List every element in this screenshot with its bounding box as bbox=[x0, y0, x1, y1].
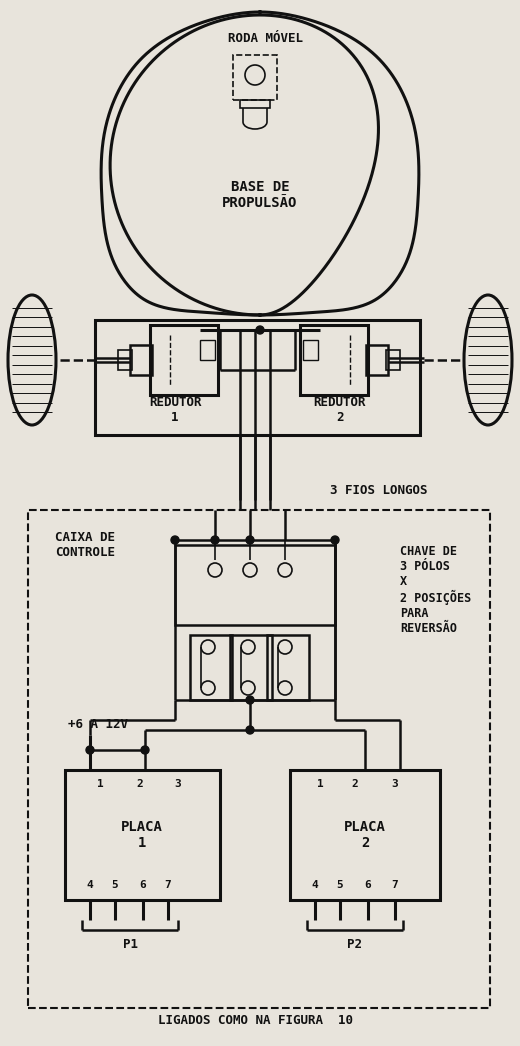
Text: 4: 4 bbox=[311, 880, 318, 890]
Text: PLACA
1: PLACA 1 bbox=[121, 820, 163, 850]
Bar bbox=[303, 340, 318, 360]
Bar bbox=[200, 340, 215, 360]
Circle shape bbox=[141, 746, 149, 754]
Bar bbox=[150, 325, 218, 395]
Bar bbox=[267, 635, 309, 700]
Bar bbox=[230, 635, 272, 700]
Text: REDUTOR
1: REDUTOR 1 bbox=[149, 396, 201, 424]
Text: BASE DE
PROPULSÃO: BASE DE PROPULSÃO bbox=[223, 180, 297, 210]
Text: 7: 7 bbox=[392, 880, 398, 890]
Circle shape bbox=[86, 746, 94, 754]
Text: REDUTOR
2: REDUTOR 2 bbox=[314, 396, 366, 424]
Circle shape bbox=[171, 536, 179, 544]
Text: +6 A 12V: +6 A 12V bbox=[68, 719, 128, 731]
Bar bbox=[130, 345, 152, 376]
Text: 5: 5 bbox=[112, 880, 119, 890]
Text: 7: 7 bbox=[165, 880, 172, 890]
Bar bbox=[65, 770, 220, 900]
Text: 2: 2 bbox=[137, 779, 144, 789]
Circle shape bbox=[256, 326, 264, 334]
Bar bbox=[233, 55, 277, 100]
Text: 4: 4 bbox=[87, 880, 94, 890]
Text: 6: 6 bbox=[140, 880, 146, 890]
Bar bbox=[290, 770, 440, 900]
Text: CHAVE DE
3 PÓLOS
X
2 POSIÇÕES
PARA
REVERSÃO: CHAVE DE 3 PÓLOS X 2 POSIÇÕES PARA REVER… bbox=[400, 545, 471, 635]
Circle shape bbox=[246, 696, 254, 704]
Circle shape bbox=[211, 536, 219, 544]
Circle shape bbox=[246, 726, 254, 734]
Text: 2: 2 bbox=[352, 779, 358, 789]
Text: 3: 3 bbox=[392, 779, 398, 789]
Bar bbox=[190, 635, 232, 700]
Bar bbox=[175, 545, 335, 626]
Text: CAIXA DE
CONTROLE: CAIXA DE CONTROLE bbox=[55, 531, 115, 559]
Text: 3 FIOS LONGOS: 3 FIOS LONGOS bbox=[330, 483, 427, 497]
Text: P2: P2 bbox=[347, 937, 362, 951]
Bar bbox=[300, 325, 368, 395]
Bar bbox=[95, 320, 420, 435]
Text: 1: 1 bbox=[97, 779, 103, 789]
Text: 1: 1 bbox=[317, 779, 323, 789]
Text: RODA MÓVEL: RODA MÓVEL bbox=[228, 31, 303, 45]
Text: LIGADOS COMO NA FIGURA  10: LIGADOS COMO NA FIGURA 10 bbox=[158, 1014, 353, 1026]
Bar bbox=[386, 350, 400, 370]
Text: 3: 3 bbox=[175, 779, 181, 789]
Bar bbox=[28, 510, 490, 1008]
Text: 5: 5 bbox=[336, 880, 343, 890]
Circle shape bbox=[331, 536, 339, 544]
Text: PLACA
2: PLACA 2 bbox=[344, 820, 386, 850]
Text: P1: P1 bbox=[123, 937, 137, 951]
Bar bbox=[118, 350, 132, 370]
Circle shape bbox=[246, 536, 254, 544]
Text: 6: 6 bbox=[365, 880, 371, 890]
Bar bbox=[240, 100, 270, 108]
Bar bbox=[366, 345, 388, 376]
